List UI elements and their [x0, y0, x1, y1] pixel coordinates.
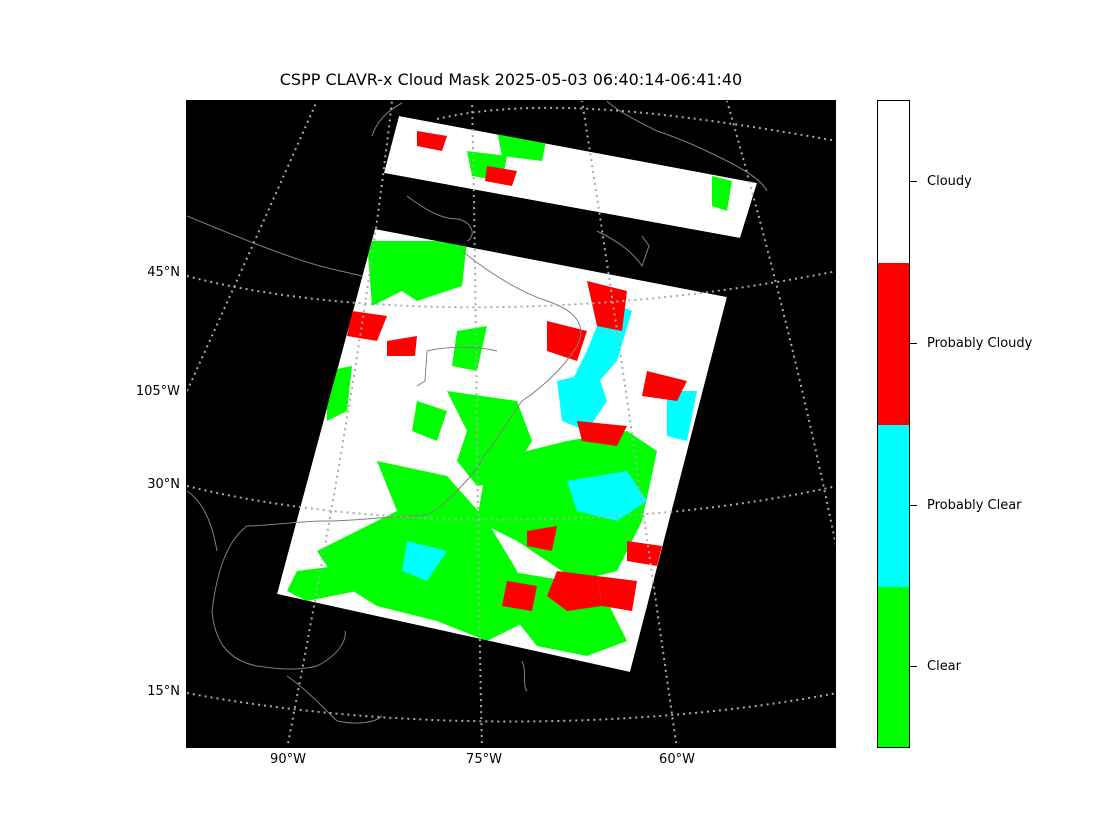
colorbar-segment-probably-clear	[878, 425, 909, 587]
colorbar-label-probably-clear: Probably Clear	[927, 498, 1022, 513]
colorbar-label-probably-cloudy: Probably Cloudy	[927, 336, 1033, 351]
satellite-swath-lower	[277, 229, 727, 672]
colorbar-label-clear: Clear	[927, 659, 961, 674]
colorbar-tick	[910, 343, 917, 344]
lon-label-75w: 75°W	[466, 752, 502, 767]
colorbar-tick	[910, 505, 917, 506]
colorbar-segment-clear	[878, 587, 909, 747]
map-panel	[186, 100, 836, 748]
colorbar-tick	[910, 666, 917, 667]
colorbar-tick	[910, 181, 917, 182]
coastlines	[187, 101, 768, 724]
satellite-swath-upper	[384, 116, 757, 238]
colorbar-segment-probably-cloudy	[878, 263, 909, 425]
lat-label-30n: 30°N	[147, 477, 180, 492]
colorbar	[877, 100, 910, 748]
lat-label-45n: 45°N	[147, 265, 180, 280]
lon-label-105w: 105°W	[135, 384, 180, 399]
lon-label-90w: 90°W	[270, 752, 306, 767]
lon-label-60w: 60°W	[659, 752, 695, 767]
map-canvas	[187, 101, 835, 747]
graticule	[187, 101, 835, 747]
colorbar-label-cloudy: Cloudy	[927, 174, 972, 189]
colorbar-segment-cloudy	[878, 101, 909, 263]
lat-label-15n: 15°N	[147, 684, 180, 699]
chart-title: CSPP CLAVR-x Cloud Mask 2025-05-03 06:40…	[279, 70, 743, 89]
